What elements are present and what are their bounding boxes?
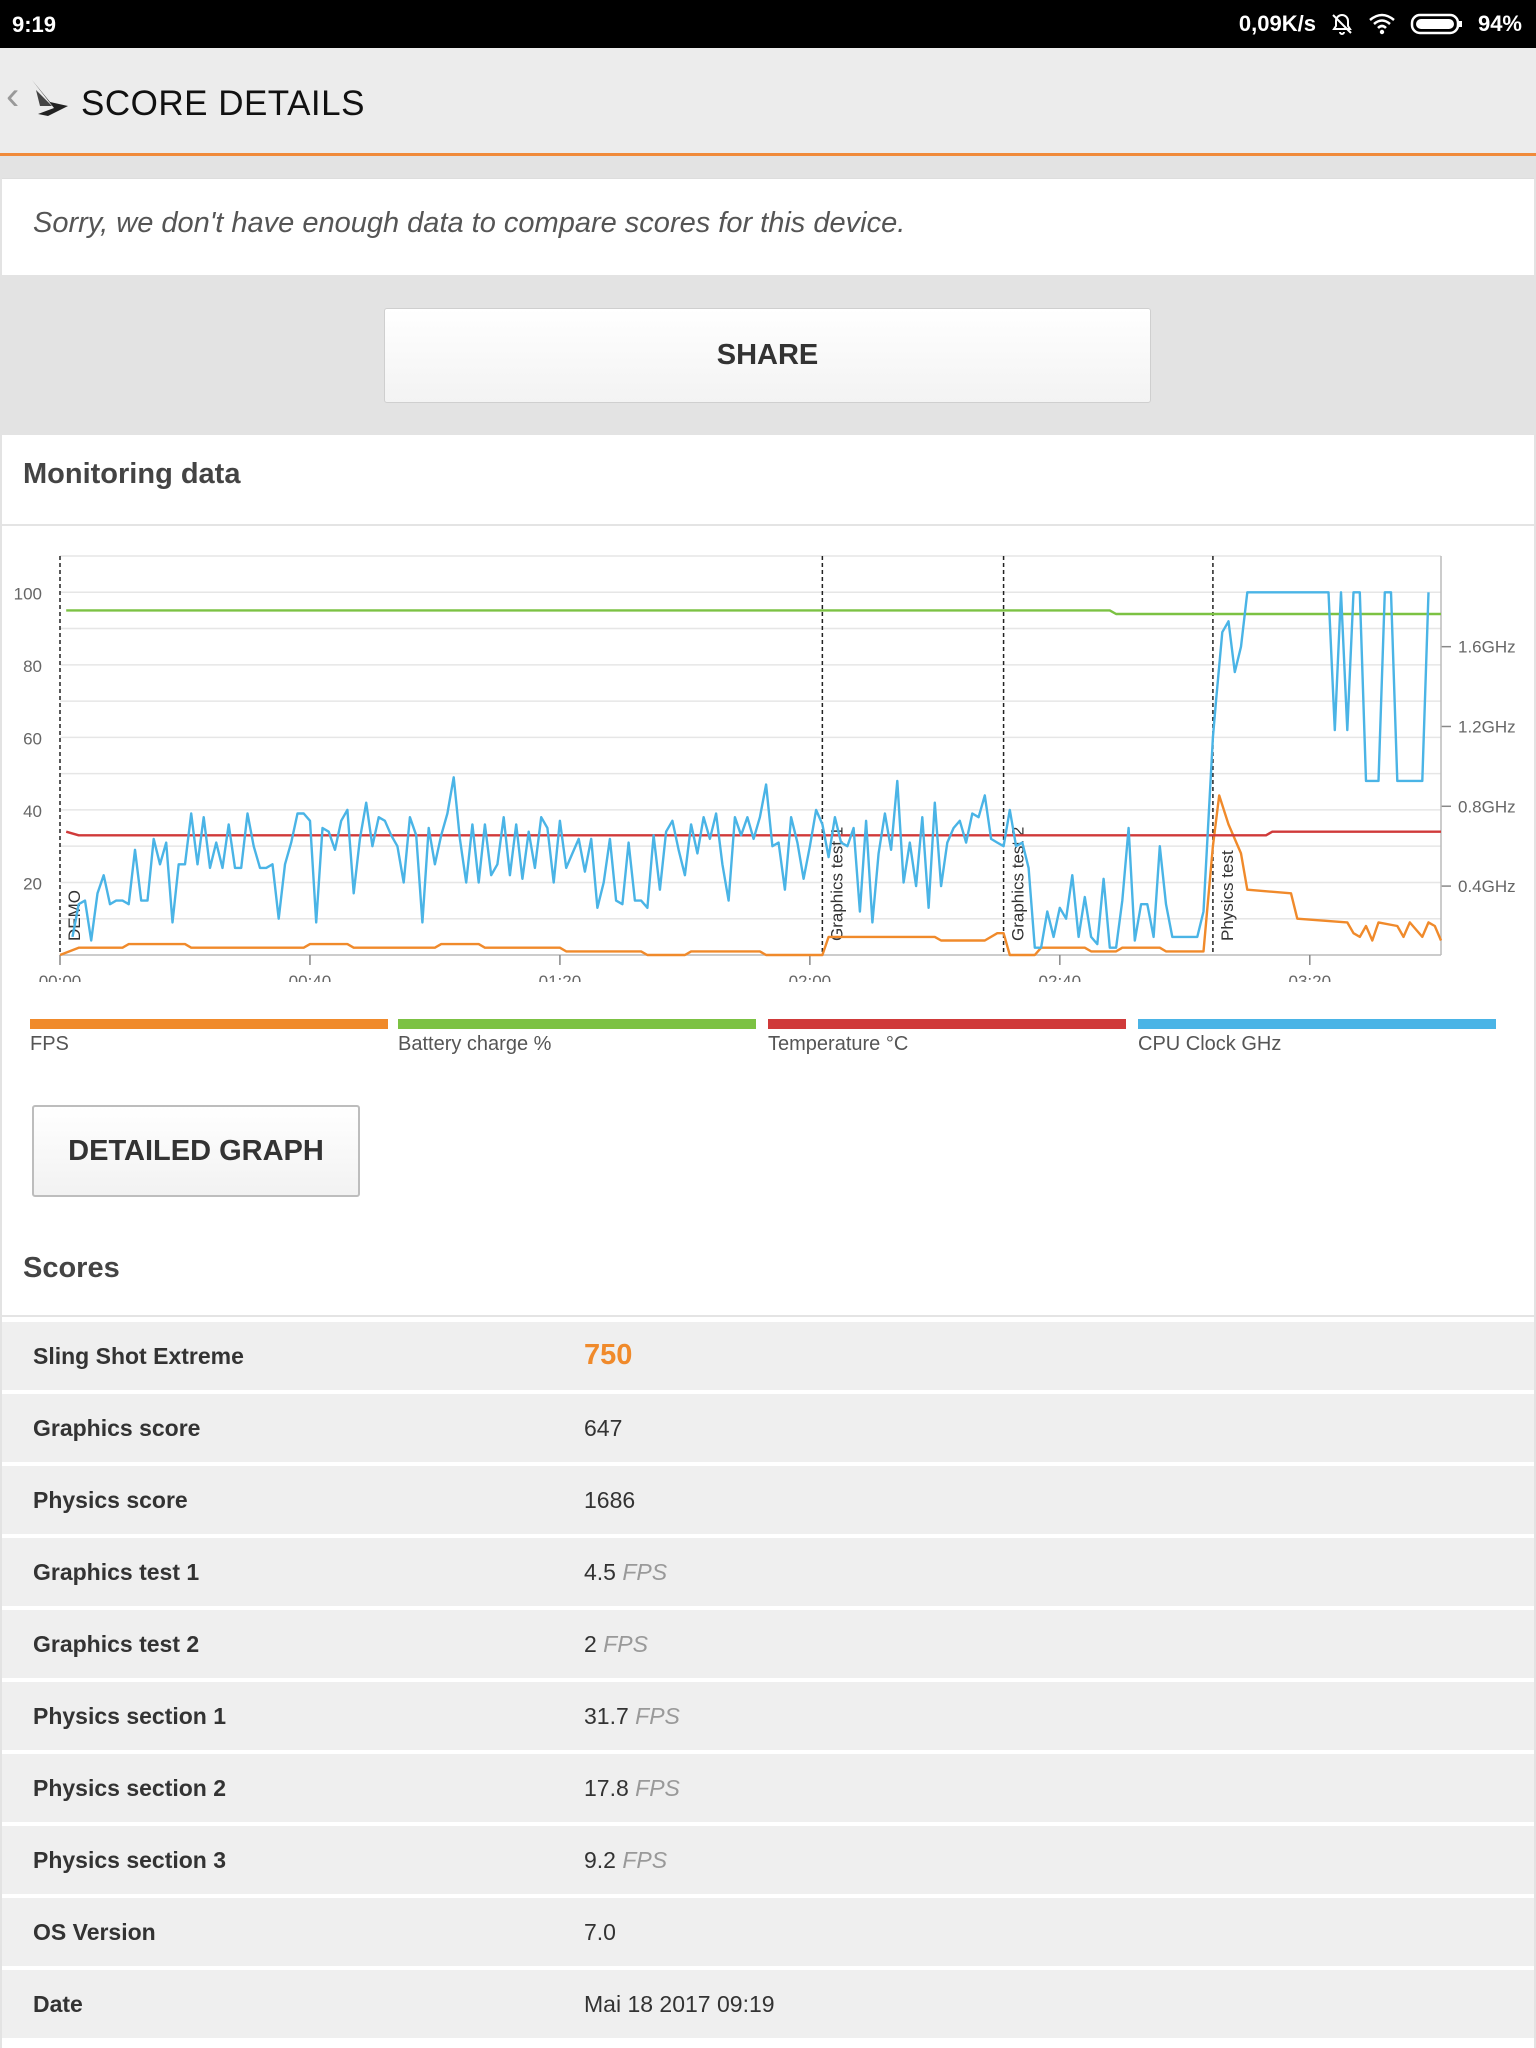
notice-text: Sorry, we don't have enough data to comp… (33, 207, 906, 239)
section-label: Graphics test 2 (1009, 827, 1028, 941)
x-tick-label: 01:20 (539, 972, 582, 982)
score-value: 31.7 FPS (584, 1703, 680, 1729)
score-value: 17.8 FPS (584, 1775, 680, 1801)
bell-off-icon (1332, 13, 1352, 35)
series-line (66, 609, 1441, 616)
legend-item: Temperature °C (768, 1019, 1126, 1056)
score-label: Physics score (33, 1487, 188, 1513)
score-row: Physics section 1 31.7 FPS (2, 1682, 1534, 1750)
legend-swatch (1138, 1019, 1496, 1029)
series-line (59, 794, 1443, 957)
legend-label: FPS (30, 1033, 69, 1055)
status-time: 9:19 (12, 12, 57, 37)
score-row: Date Mai 18 2017 09:19 (2, 1970, 1534, 2038)
legend-label: Battery charge % (398, 1033, 552, 1055)
score-unit: FPS (615, 1559, 668, 1585)
divider (2, 1315, 1534, 1317)
scores-title: Scores (23, 1252, 120, 1284)
score-unit: FPS (615, 1847, 668, 1873)
legend-item: Battery charge % (398, 1019, 756, 1056)
y2-tick-label: 1.6GHz (1458, 638, 1516, 657)
y-tick-label: 100 (14, 584, 42, 603)
app-logo-icon (32, 80, 68, 116)
score-unit: FPS (628, 1775, 680, 1801)
page-title: SCORE DETAILS (81, 84, 365, 123)
score-label: Graphics test 1 (33, 1559, 200, 1585)
score-value: 4.5 FPS (584, 1559, 668, 1585)
compare-notice: Sorry, we don't have enough data to comp… (2, 178, 1534, 275)
section-label: Physics test (1218, 850, 1237, 941)
x-tick-label: 03:20 (1289, 972, 1332, 982)
x-tick-label: 00:00 (39, 972, 82, 982)
score-value: 1686 (584, 1487, 636, 1513)
legend-item: CPU Clock GHz (1138, 1019, 1496, 1056)
score-row: Physics section 2 17.8 FPS (2, 1754, 1534, 1822)
divider (2, 524, 1534, 526)
score-label: Physics section 2 (33, 1775, 227, 1801)
score-value: Mai 18 2017 09:19 (584, 1991, 775, 2017)
score-value: 750 (584, 1339, 633, 1371)
detailed-graph-button[interactable]: DETAILED GRAPH (32, 1105, 360, 1197)
score-unit: FPS (628, 1703, 680, 1729)
y-tick-label: 20 (23, 874, 42, 893)
battery-percent: 94% (1477, 11, 1522, 36)
x-tick-label: 02:40 (1039, 972, 1082, 982)
legend-label: CPU Clock GHz (1138, 1033, 1282, 1055)
network-speed: 0,09K/s (1238, 11, 1316, 36)
score-label: Sling Shot Extreme (33, 1343, 244, 1369)
x-tick-label: 02:00 (789, 972, 832, 982)
battery-icon (1410, 13, 1462, 35)
legend-swatch (398, 1019, 756, 1029)
score-row: Sling Shot Extreme 750 (2, 1322, 1534, 1390)
score-label: Date (33, 1991, 83, 2017)
legend-label: Temperature °C (768, 1033, 909, 1055)
y2-tick-label: 1.2GHz (1458, 717, 1516, 736)
score-label: Physics section 3 (33, 1847, 227, 1873)
back-chevron-icon[interactable]: ‹ (6, 74, 20, 118)
score-unit: FPS (596, 1631, 648, 1657)
y-tick-label: 80 (23, 657, 42, 676)
legend-swatch (30, 1019, 388, 1029)
monitoring-title: Monitoring data (23, 458, 241, 490)
score-value: 2 FPS (584, 1631, 648, 1657)
y2-tick-label: 0.8GHz (1458, 797, 1516, 816)
score-value: 9.2 FPS (584, 1847, 668, 1873)
score-row: Graphics test 2 2 FPS (2, 1610, 1534, 1678)
y2-tick-label: 0.4GHz (1458, 877, 1516, 896)
series-line (71, 591, 1430, 949)
score-row: Physics section 3 9.2 FPS (2, 1826, 1534, 1894)
share-button[interactable]: SHARE (384, 308, 1151, 403)
y-tick-label: 60 (23, 729, 42, 748)
score-row: Graphics score 647 (2, 1394, 1534, 1462)
score-label: Graphics score (33, 1415, 201, 1441)
app-bar: ‹ SCORE DETAILS (0, 48, 1536, 156)
monitoring-chart: 20 40 60 80 100 0.4GHz 0.8GHz 1.2GHz 1.6GHz 00:00… (14, 555, 1516, 982)
status-bar: 9:19 0,09K/s 94% (0, 0, 1536, 48)
section-label: Graphics test 1 (827, 827, 846, 941)
wifi-icon (1369, 13, 1395, 35)
section-label: DEMO (65, 890, 84, 941)
score-row: OS Version 7.0 (2, 1898, 1534, 1966)
score-label: Physics section 1 (33, 1703, 227, 1729)
score-row: Physics score 1686 (2, 1466, 1534, 1534)
score-label: Graphics test 2 (33, 1631, 200, 1657)
score-value: 7.0 (584, 1919, 616, 1945)
legend-item: FPS (30, 1019, 388, 1056)
score-row: Graphics test 1 4.5 FPS (2, 1538, 1534, 1606)
y-tick-label: 40 (23, 802, 42, 821)
score-value: 647 (584, 1415, 623, 1441)
legend-swatch (768, 1019, 1126, 1029)
series-line (65, 830, 1441, 837)
x-tick-label: 00:40 (289, 972, 332, 982)
score-label: OS Version (33, 1919, 156, 1945)
